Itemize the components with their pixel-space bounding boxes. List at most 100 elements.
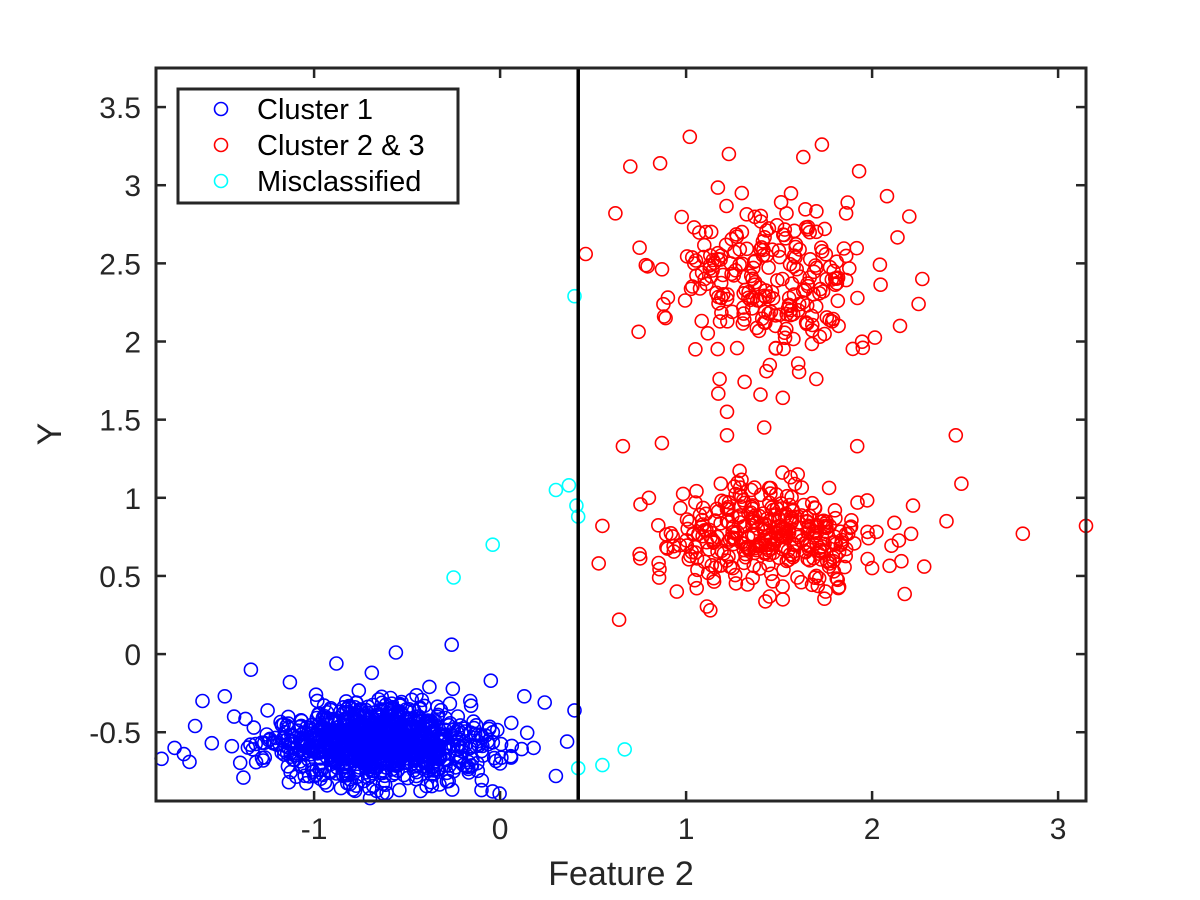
- cluster-2-3-texture-point: [819, 271, 834, 287]
- points-layer: [154, 129, 1094, 806]
- cluster-2-3-texture-point: [677, 293, 693, 308]
- cluster-2-3-point: [799, 513, 815, 529]
- cluster-2-3-texture-point: [859, 493, 875, 508]
- cluster-2-3-point: [743, 482, 759, 498]
- cluster-2-3-texture-point: [829, 271, 845, 287]
- cluster-2-3-texture-point: [681, 551, 697, 567]
- legend-box: [176, 87, 460, 205]
- cluster-1-texture-point: [265, 734, 281, 750]
- cluster-2-3-texture-point: [809, 535, 824, 551]
- cluster-1-point: [187, 718, 203, 734]
- cluster-1-point: [217, 688, 233, 704]
- cluster-2-3-texture-point: [689, 580, 705, 596]
- cluster-1-texture-point: [514, 741, 530, 757]
- cluster-1-texture-point: [441, 773, 457, 789]
- cluster-2-3-texture-point: [762, 589, 777, 604]
- cluster-2-3-texture-point: [813, 240, 829, 255]
- cluster-1-point: [483, 673, 499, 689]
- cluster-1-texture-point: [390, 763, 405, 778]
- cluster-2-3-texture-point: [798, 202, 813, 217]
- cluster-2-3-texture-point: [773, 528, 788, 544]
- cluster-2-3-texture-point: [749, 320, 765, 336]
- cluster-2-3-texture-point: [890, 230, 905, 245]
- cluster-1-texture-point: [445, 681, 461, 697]
- cluster-2-3-texture-point: [732, 463, 747, 479]
- cluster-2-3-texture-point: [799, 537, 815, 553]
- cluster-2-3-texture-point: [755, 506, 771, 521]
- y-axis-label: Y: [31, 423, 69, 446]
- cluster-2-3-texture-point: [732, 242, 748, 257]
- cluster-1-texture-point: [336, 699, 351, 715]
- cluster-1-point: [409, 768, 424, 784]
- cluster-2-3-point: [654, 435, 670, 451]
- cluster-1-point: [282, 674, 298, 690]
- cluster-1-point: [474, 782, 489, 798]
- cluster-2-3-texture-point: [632, 551, 648, 566]
- cluster-2-3-texture-point: [684, 250, 700, 265]
- cluster-1-texture-point: [245, 741, 260, 757]
- cluster-2-3-texture-point: [763, 480, 778, 496]
- cluster-2-3-point: [632, 240, 647, 255]
- cluster-2-3-texture-point: [714, 305, 729, 321]
- cluster-1-point: [243, 662, 259, 678]
- cluster-1-point: [399, 710, 415, 726]
- cluster-1-texture-point: [418, 726, 434, 741]
- cluster-1-texture-point: [343, 757, 358, 773]
- cluster-1-texture-point: [320, 711, 335, 726]
- cluster-2-3-texture-point: [809, 204, 824, 219]
- cluster-2-3-point: [939, 513, 954, 529]
- cluster-1-texture-point: [294, 713, 309, 729]
- cluster-2-3-texture-point: [730, 475, 745, 490]
- cluster-1-texture-point: [424, 714, 439, 730]
- cluster-2-3-texture-point: [759, 248, 775, 263]
- cluster-2-3-texture-point: [679, 249, 695, 264]
- cluster-2-3-texture-point: [829, 254, 845, 270]
- cluster-2-3-texture-point: [771, 243, 787, 258]
- cluster-2-3-texture-point: [791, 364, 807, 380]
- cluster-2-3-point: [632, 546, 647, 562]
- cluster-1-point: [516, 688, 532, 704]
- legend-label-cluster-1: Cluster 1: [257, 94, 373, 126]
- cluster-2-3-point: [768, 318, 783, 334]
- cluster-2-3-texture-point: [712, 314, 728, 329]
- cluster-1-texture-point: [390, 726, 405, 742]
- cluster-1-texture-point: [347, 783, 363, 799]
- cluster-1-point: [226, 709, 242, 724]
- cluster-2-3-texture-point: [732, 508, 748, 523]
- x-tick-label: 0: [492, 813, 509, 846]
- legend-marker-misclassified: [213, 173, 229, 189]
- cluster-2-3-texture-point: [768, 341, 784, 356]
- cluster-2-3-texture-point: [768, 308, 784, 323]
- cluster-2-3-texture-point: [652, 561, 667, 577]
- cluster-1-point: [422, 679, 437, 695]
- cluster-1-texture-point: [419, 778, 434, 794]
- cluster-2-3-texture-point: [788, 239, 804, 255]
- cluster-2-3-texture-point: [685, 279, 700, 294]
- cluster-2-3-point: [808, 371, 824, 387]
- cluster-2-3-point: [790, 467, 806, 482]
- cluster-1-texture-point: [439, 765, 455, 781]
- misclassified-point: [485, 537, 501, 553]
- cluster-2-3-point: [762, 537, 778, 553]
- misclassified-point: [595, 757, 610, 773]
- cluster-2-3-texture-point: [724, 304, 740, 320]
- y-tick-label: 1.5: [99, 405, 141, 438]
- cluster-2-3-texture-point: [713, 558, 729, 573]
- cluster-2-3-texture-point: [813, 514, 829, 529]
- cluster-2-3-texture-point: [696, 249, 712, 265]
- cluster-2-3-texture-point: [769, 273, 785, 288]
- cluster-2-3-texture-point: [683, 281, 699, 297]
- cluster-2-3-texture-point: [765, 573, 781, 589]
- cluster-2-3-texture-point: [777, 509, 793, 525]
- cluster-2-3-point: [831, 318, 846, 334]
- cluster-1-texture-point: [474, 772, 490, 788]
- cluster-2-3-texture-point: [737, 374, 752, 390]
- cluster-2-3-texture-point: [777, 325, 792, 341]
- cluster-1-texture-point: [351, 683, 367, 698]
- cluster-1-texture-point: [475, 738, 490, 754]
- cluster-2-3-texture-point: [769, 501, 785, 516]
- cluster-2-3-texture-point: [714, 543, 729, 559]
- cluster-2-3-point: [658, 310, 673, 326]
- cluster-2-3-point: [762, 357, 778, 373]
- cluster-2-3-texture-point: [792, 242, 807, 257]
